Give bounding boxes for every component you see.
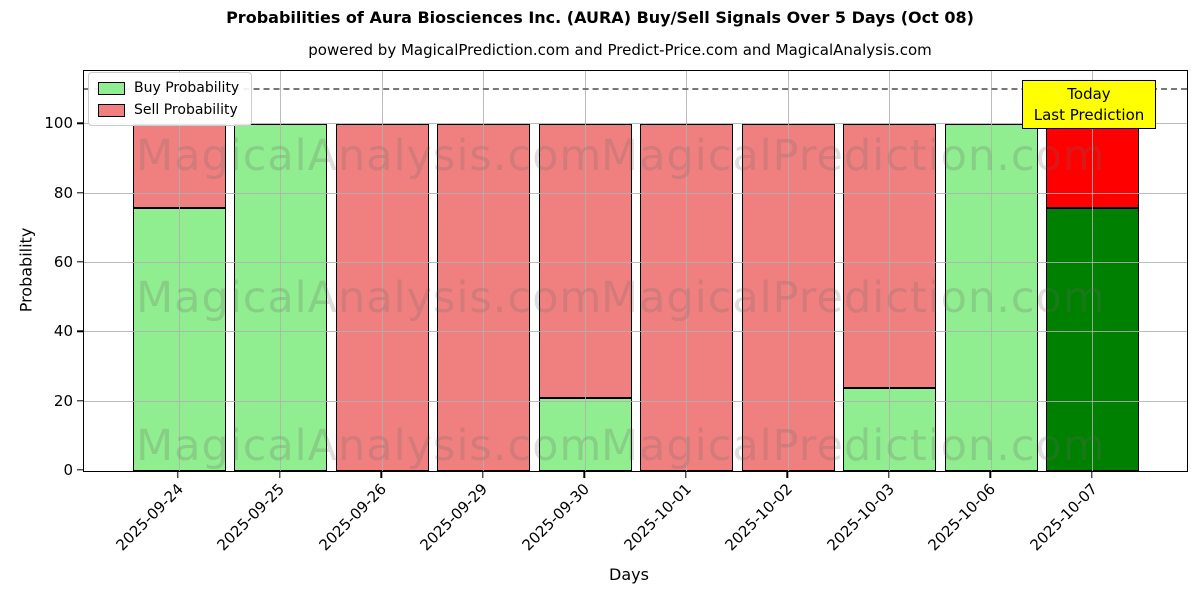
dashed-threshold-line — [84, 87, 1187, 90]
today-annotation: Today Last Prediction — [1022, 80, 1156, 129]
y-tick-label: 100 — [44, 114, 73, 133]
x-tick-mark — [1091, 471, 1093, 478]
v-gridline — [483, 71, 485, 471]
x-tick-label: 2025-09-26 — [315, 480, 390, 555]
watermark-prediction: MagicalPrediction.com — [601, 131, 1106, 181]
sell-swatch-icon — [98, 103, 125, 117]
v-gridline — [178, 71, 180, 471]
chart-title: Probabilities of Aura Biosciences Inc. (… — [226, 8, 974, 27]
today-annotation-line2: Last Prediction — [1033, 105, 1145, 124]
x-tick-mark — [177, 471, 179, 478]
v-gridline — [990, 71, 992, 471]
x-tick-label: 2025-09-24 — [112, 480, 187, 555]
x-tick-label: 2025-09-30 — [518, 480, 593, 555]
x-tick-label: 2025-09-29 — [417, 480, 492, 555]
y-tick-mark — [77, 261, 83, 263]
v-gridline — [686, 71, 688, 471]
x-tick-mark — [481, 471, 484, 478]
y-tick-label: 20 — [53, 391, 73, 410]
y-tick-mark — [77, 399, 83, 402]
y-tick-label: 60 — [53, 253, 73, 272]
v-gridline — [787, 71, 789, 471]
x-tick-mark — [888, 471, 890, 478]
v-gridline — [1092, 71, 1094, 471]
x-tick-mark — [380, 471, 382, 478]
watermark-analysis: MagicalAnalysis.com — [136, 131, 603, 181]
plot-area: MagicalAnalysis.com MagicalPrediction.com… — [83, 70, 1188, 472]
x-tick-mark — [583, 471, 585, 478]
y-tick-mark — [77, 122, 83, 125]
v-gridline — [381, 71, 383, 471]
h-gridline — [84, 331, 1187, 333]
legend-label-sell: Sell Probability — [134, 102, 238, 118]
h-gridline — [84, 400, 1187, 402]
x-tick-label: 2025-09-25 — [213, 480, 289, 555]
legend-item-sell: Sell Probability — [98, 102, 239, 118]
watermark-prediction: MagicalPrediction.com — [601, 421, 1106, 471]
v-gridline — [889, 71, 891, 471]
x-axis-label: Days — [609, 565, 649, 584]
today-annotation-line1: Today — [1067, 84, 1111, 103]
y-tick-mark — [77, 330, 83, 333]
x-tick-label: 2025-10-01 — [620, 480, 695, 555]
legend-item-buy: Buy Probability — [98, 80, 239, 96]
h-gridline — [84, 192, 1187, 194]
buy-swatch-icon — [98, 81, 125, 95]
watermark-prediction: MagicalPrediction.com — [601, 273, 1106, 323]
h-gridline — [84, 123, 1187, 125]
x-tick-label: 2025-10-06 — [924, 480, 1000, 555]
x-tick-mark — [685, 471, 687, 478]
y-tick-mark — [77, 469, 83, 471]
watermark-analysis: MagicalAnalysis.com — [136, 273, 603, 323]
y-tick-mark — [77, 192, 83, 194]
watermark-analysis: MagicalAnalysis.com — [136, 421, 603, 471]
y-tick-label: 80 — [53, 183, 73, 202]
y-tick-label: 0 — [63, 461, 73, 479]
legend-label-buy: Buy Probability — [134, 80, 240, 96]
x-tick-label: 2025-10-07 — [1026, 480, 1101, 555]
v-gridline — [584, 71, 586, 471]
chart-subtitle: powered by MagicalPrediction.com and Pre… — [308, 41, 932, 59]
y-tick-label: 40 — [53, 322, 73, 341]
v-gridline — [280, 71, 282, 471]
h-gridline — [84, 262, 1187, 264]
x-tick-mark — [989, 471, 992, 478]
x-tick-label: 2025-10-03 — [823, 480, 898, 555]
x-tick-mark — [786, 471, 789, 478]
legend: Buy Probability Sell Probability — [88, 72, 253, 126]
x-tick-label: 2025-10-02 — [721, 480, 797, 555]
x-tick-mark — [278, 471, 281, 478]
